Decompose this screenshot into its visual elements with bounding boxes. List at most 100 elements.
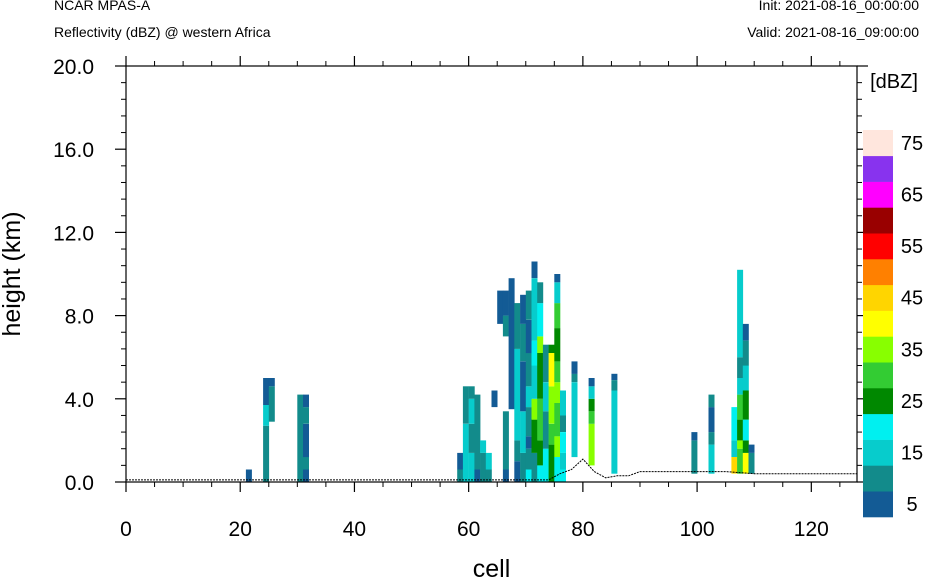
reflectivity-cell [737, 448, 744, 474]
reflectivity-cell [748, 452, 755, 474]
chart-subtitle: Reflectivity (dBZ) @ western Africa [54, 24, 271, 40]
x-tick-label: 40 [343, 518, 366, 541]
reflectivity-cell [571, 361, 578, 374]
reflectivity-cell [737, 419, 744, 441]
reflectivity-cell [525, 448, 532, 470]
y-tick-label: 4.0 [65, 389, 94, 412]
reflectivity-cell [691, 432, 698, 441]
colorbar-label: 25 [901, 391, 923, 413]
reflectivity-cell [611, 390, 618, 474]
reflectivity-cell [502, 411, 509, 470]
reflectivity-cell [480, 440, 487, 453]
reflectivity-cell [514, 440, 521, 462]
colorbar-swatch [863, 284, 893, 311]
reflectivity-cell [742, 419, 749, 441]
reflectivity-cell [708, 407, 715, 433]
reflectivity-cell [742, 340, 749, 366]
colorbar-label: 75 [901, 133, 923, 155]
reflectivity-cell [457, 452, 464, 470]
reflectivity-cell [537, 303, 544, 337]
reflectivity-cell [737, 440, 744, 449]
reflectivity-cell [537, 398, 544, 441]
reflectivity-cell [588, 423, 595, 466]
reflectivity-cell [520, 323, 527, 362]
reflectivity-cell [520, 361, 527, 412]
x-axis-label: cell [473, 555, 511, 580]
reflectivity-cell [531, 278, 538, 341]
reflectivity-cell [548, 344, 555, 353]
reflectivity-cell [571, 382, 578, 458]
reflectivity-cell [531, 419, 538, 453]
reflectivity-cell [554, 403, 561, 437]
colorbar-label: 55 [901, 236, 923, 258]
reflectivity-cell [537, 353, 544, 399]
reflectivity-cell [560, 432, 566, 453]
reflectivity-cell [537, 465, 544, 482]
colorbar-title: [dBZ] [870, 71, 918, 93]
reflectivity-cell [542, 382, 549, 412]
reflectivity-cell [542, 411, 549, 449]
reflectivity-cell [525, 386, 532, 408]
reflectivity-cell [514, 303, 521, 349]
reflectivity-cell [537, 440, 544, 466]
reflectivity-cell [737, 269, 744, 358]
colorbar-swatch [863, 207, 893, 234]
colorbar-swatch [863, 310, 893, 337]
reflectivity-cell [531, 340, 538, 366]
y-axis-label: height (km) [0, 211, 26, 336]
reflectivity-cell [737, 394, 744, 420]
reflectivity-cell [588, 411, 595, 424]
reflectivity-cell [731, 440, 738, 457]
terrain-line [126, 458, 857, 481]
reflectivity-cell [588, 398, 595, 412]
reflectivity-cell [497, 290, 504, 324]
reflectivity-cell [548, 423, 555, 445]
colorbar-swatch [863, 465, 893, 492]
reflectivity-cell [531, 398, 538, 420]
reflectivity-cell [468, 423, 475, 453]
reflectivity-cell [548, 353, 555, 387]
reflectivity-cell [611, 373, 618, 380]
y-tick-label: 16.0 [53, 139, 94, 162]
colorbar-swatch [863, 130, 893, 157]
reflectivity-cell [708, 394, 715, 408]
reflectivity-cell [297, 394, 304, 482]
reflectivity-cell [554, 382, 561, 403]
reflectivity-cell [474, 394, 481, 470]
reflectivity-cell [742, 365, 749, 391]
reflectivity-cell [737, 378, 744, 395]
valid-time: Valid: 2021-08-16_09:00:00 [747, 24, 919, 40]
colorbar-swatch [863, 362, 893, 389]
reflectivity-cell [531, 261, 538, 279]
reflectivity-cell [731, 457, 738, 474]
reflectivity-cell [537, 282, 544, 304]
reflectivity-cell [554, 328, 561, 362]
reflectivity-cell [268, 386, 275, 422]
reflectivity-cell [742, 452, 749, 474]
y-tick-label: 12.0 [53, 222, 94, 245]
reflectivity-cell [554, 274, 561, 283]
reflectivity-cell [502, 315, 509, 337]
reflectivity-cell [525, 469, 532, 482]
reflectivity-cell [548, 444, 555, 482]
colorbar-swatch [863, 181, 893, 208]
reflectivity-cell [742, 390, 749, 420]
reflectivity-cell [462, 423, 469, 482]
reflectivity-cell [554, 436, 561, 457]
reflectivity-cell [554, 282, 561, 304]
reflectivity-cell [468, 398, 475, 424]
reflectivity-cell [525, 407, 532, 437]
reflectivity-cell [571, 373, 578, 383]
reflectivity-cell [268, 378, 275, 387]
reflectivity-cell [263, 405, 270, 426]
y-tick-label: 8.0 [65, 306, 94, 329]
reflectivity-cell [748, 444, 755, 453]
reflectivity-cell [611, 380, 618, 391]
reflectivity-cell [560, 469, 566, 482]
model-title: NCAR MPAS-A [54, 0, 151, 13]
reflectivity-cell [491, 390, 498, 408]
reflectivity-cell [708, 432, 715, 445]
x-tick-label: 100 [680, 518, 715, 541]
reflectivity-cell [480, 452, 487, 482]
reflectivity-cell [531, 365, 538, 399]
